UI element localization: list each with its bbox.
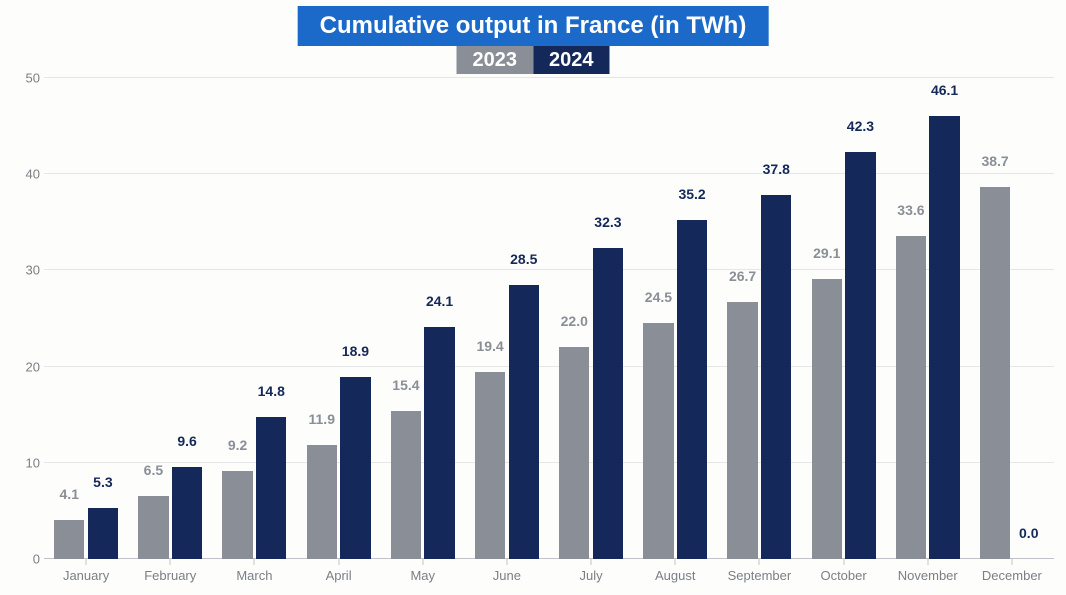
plot-area: 01020304050January4.15.3February6.59.6Ma… <box>44 78 1054 559</box>
bar-label: 42.3 <box>847 118 874 134</box>
bar-label: 28.5 <box>510 251 537 267</box>
bar-2024-april <box>340 377 370 559</box>
bar-label: 29.1 <box>813 245 840 261</box>
bar-label: 35.2 <box>678 186 705 202</box>
bar-2023-february <box>138 496 168 559</box>
bar-2023-september <box>727 302 757 559</box>
gridline <box>44 77 1054 78</box>
x-axis-tick: March <box>236 568 272 583</box>
bar-2023-june <box>475 372 505 559</box>
bar-label: 24.1 <box>426 293 453 309</box>
bar-2023-november <box>896 236 926 559</box>
legend: 2023 2024 <box>457 46 610 74</box>
bar-2024-march <box>256 417 286 559</box>
bar-label: 26.7 <box>729 268 756 284</box>
x-axis-tick: June <box>493 568 521 583</box>
bar-label: 15.4 <box>392 377 419 393</box>
x-axis-tick-mark <box>927 559 928 565</box>
bar-label: 24.5 <box>645 289 672 305</box>
bar-2023-december <box>980 187 1010 559</box>
chart-container: Cumulative output in France (in TWh) 202… <box>0 0 1066 595</box>
bar-2024-july <box>593 248 623 559</box>
x-axis-tick: November <box>898 568 958 583</box>
y-axis-tick: 0 <box>10 552 40 567</box>
y-axis-tick: 50 <box>10 71 40 86</box>
x-axis-tick-mark <box>843 559 844 565</box>
x-axis-tick: July <box>580 568 603 583</box>
x-axis-tick-mark <box>422 559 423 565</box>
bar-2024-august <box>677 220 707 559</box>
bar-label: 5.3 <box>93 474 112 490</box>
x-axis-tick-mark <box>86 559 87 565</box>
legend-item-2023: 2023 <box>457 46 534 74</box>
x-axis-tick: April <box>326 568 352 583</box>
x-axis-tick: September <box>728 568 792 583</box>
x-axis-tick-mark <box>675 559 676 565</box>
bar-label: 4.1 <box>60 486 79 502</box>
bar-label: 9.2 <box>228 437 247 453</box>
bar-label: 6.5 <box>144 462 163 478</box>
bar-2023-july <box>559 347 589 559</box>
bar-label: 19.4 <box>476 338 503 354</box>
y-axis-tick: 20 <box>10 359 40 374</box>
bar-2024-january <box>88 508 118 559</box>
gridline <box>44 173 1054 174</box>
bar-2024-may <box>424 327 454 559</box>
bar-2023-march <box>222 471 252 560</box>
bar-label: 11.9 <box>309 411 335 427</box>
x-axis-tick-mark <box>506 559 507 565</box>
x-axis-tick: December <box>982 568 1042 583</box>
x-axis-tick-mark <box>338 559 339 565</box>
x-axis-tick-mark <box>254 559 255 565</box>
x-axis-tick-mark <box>759 559 760 565</box>
bar-label: 18.9 <box>342 343 369 359</box>
bar-label: 0.0 <box>1019 525 1038 541</box>
x-axis-tick: May <box>410 568 435 583</box>
bar-2023-august <box>643 323 673 559</box>
bar-label: 14.8 <box>258 383 285 399</box>
chart-title: Cumulative output in France (in TWh) <box>298 6 769 46</box>
bar-2024-june <box>509 285 539 559</box>
x-axis-tick-mark <box>1011 559 1012 565</box>
bar-label: 46.1 <box>931 82 958 98</box>
x-axis-tick: October <box>820 568 866 583</box>
bar-2024-september <box>761 195 791 559</box>
bar-2023-october <box>812 279 842 559</box>
y-axis-tick: 30 <box>10 263 40 278</box>
y-axis-tick: 10 <box>10 455 40 470</box>
bar-2023-may <box>391 411 421 559</box>
bar-2024-february <box>172 467 202 559</box>
legend-item-2024: 2024 <box>533 46 610 74</box>
x-axis-tick: August <box>655 568 695 583</box>
y-axis-tick: 40 <box>10 167 40 182</box>
x-axis-tick: January <box>63 568 109 583</box>
x-axis-tick-mark <box>170 559 171 565</box>
bar-2023-january <box>54 520 84 559</box>
bar-label: 33.6 <box>897 202 924 218</box>
bar-2024-november <box>929 116 959 559</box>
bar-label: 38.7 <box>981 153 1008 169</box>
x-axis-tick: February <box>144 568 196 583</box>
bar-2023-april <box>307 445 337 559</box>
bar-label: 22.0 <box>561 313 588 329</box>
bar-label: 9.6 <box>177 433 196 449</box>
bar-label: 32.3 <box>594 214 621 230</box>
bar-2024-october <box>845 152 875 559</box>
x-axis-tick-mark <box>591 559 592 565</box>
bar-label: 37.8 <box>763 161 790 177</box>
